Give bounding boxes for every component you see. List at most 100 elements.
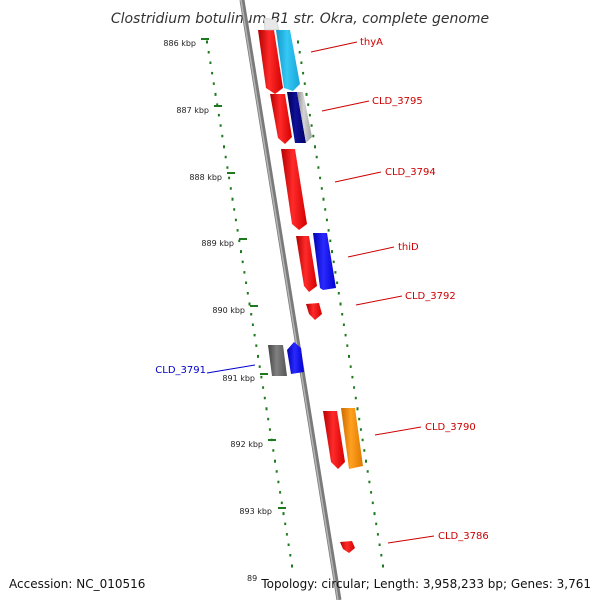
gc-dot: [260, 375, 263, 379]
gc-dot: [336, 281, 339, 284]
gc-dot: [233, 208, 236, 211]
leader-line: [347, 246, 395, 258]
gc-dot: [258, 365, 261, 368]
tick-label: 89: [247, 574, 257, 583]
gc-dot: [221, 134, 224, 138]
gene-label-CLD_3791[interactable]: CLD_3791: [155, 365, 206, 376]
gc-dot: [341, 313, 344, 316]
gc-dot: [371, 501, 374, 505]
gc-dot: [315, 155, 318, 159]
gc-dot: [359, 428, 362, 431]
gene-arrow[interactable]: [296, 236, 317, 292]
gc-dot: [285, 533, 288, 536]
gc-dot: [224, 155, 227, 159]
gene-arrow[interactable]: [276, 30, 300, 91]
gene-arrow[interactable]: [313, 233, 336, 290]
gc-dot: [320, 187, 323, 190]
gc-dot: [361, 438, 364, 442]
gc-dot: [206, 40, 208, 44]
gc-dot: [257, 354, 259, 358]
gc-dot: [211, 71, 214, 75]
gene-arrow[interactable]: [258, 30, 283, 94]
gene-arrow[interactable]: [297, 92, 312, 143]
gc-dot: [291, 564, 293, 568]
gc-dot: [228, 176, 231, 180]
topology-label: Topology: circular; Length: 3,958,233 bp…: [261, 577, 591, 591]
gene-arrow[interactable]: [287, 92, 306, 143]
gc-dot: [277, 480, 280, 484]
gene-label-CLD_3794[interactable]: CLD_3794: [385, 167, 436, 178]
gc-dot: [314, 145, 316, 149]
gc-dot: [344, 333, 347, 337]
gene-label-CLD_3790[interactable]: CLD_3790: [425, 422, 476, 433]
gene-label-thyA[interactable]: thyA: [360, 37, 383, 48]
genome-backbone: [239, 0, 342, 600]
leader-line: [374, 426, 422, 436]
tick-label: 889 kbp: [201, 239, 234, 248]
gc-dot: [267, 417, 270, 421]
gc-dot: [226, 166, 229, 169]
gene-label-leaders: [206, 41, 435, 544]
gc-dot: [234, 218, 237, 222]
gene-arrow[interactable]: [340, 541, 355, 553]
gc-dot: [332, 260, 335, 264]
gc-dot: [212, 82, 215, 85]
gc-track-right: [297, 40, 384, 568]
gc-dot: [214, 92, 217, 96]
gc-dot: [334, 271, 337, 274]
gene-arrow[interactable]: [287, 342, 304, 374]
gene-arrow[interactable]: [270, 94, 292, 144]
gc-dot: [351, 375, 354, 379]
tick-label: 886 kbp: [163, 39, 196, 48]
leader-line: [206, 364, 256, 374]
gc-dot: [217, 113, 220, 117]
gc-dot: [209, 61, 212, 64]
gene-label-CLD_3786[interactable]: CLD_3786: [438, 531, 489, 542]
coordinate-ticks: 886 kbp 887 kbp 888 kbp 889 kbp 890 kbp …: [163, 38, 286, 583]
gene-labels: thyA CLD_3795 CLD_3794 thiD CLD_3792 CLD…: [155, 37, 488, 542]
gc-dot: [380, 554, 383, 557]
gc-dot: [331, 250, 333, 254]
gc-dot: [329, 239, 332, 243]
map-title: Clostridium botulinum B1 str. Okra, comp…: [111, 11, 489, 27]
gc-dot: [324, 208, 327, 211]
gene-label-thiD[interactable]: thiD: [398, 242, 419, 253]
gc-dot: [241, 260, 244, 264]
gc-dot: [272, 449, 275, 452]
gc-dot: [246, 292, 249, 295]
gc-dot: [279, 491, 282, 494]
gene-arrow[interactable]: [306, 303, 322, 320]
gc-dot: [305, 92, 308, 96]
gc-dot: [308, 113, 311, 117]
tick-label: 891 kbp: [222, 374, 255, 383]
gc-dot: [348, 354, 350, 358]
gene-arrow[interactable]: [341, 408, 363, 469]
gc-dot: [373, 512, 376, 516]
gc-dot: [207, 51, 210, 54]
accession-label: Accession: NC_010516: [9, 577, 146, 591]
gene-label-CLD_3795[interactable]: CLD_3795: [372, 96, 423, 107]
gc-dot: [363, 449, 366, 452]
gc-dot: [346, 344, 349, 347]
tick-label: 890 kbp: [212, 306, 245, 315]
gc-dot: [223, 145, 225, 149]
gene-label-CLD_3792[interactable]: CLD_3792: [405, 291, 456, 302]
gene-arrow[interactable]: [268, 345, 287, 376]
gc-dot: [322, 197, 325, 201]
gc-dot: [365, 459, 367, 463]
gc-dot: [353, 386, 356, 389]
gc-dot: [349, 365, 352, 368]
gc-dot: [378, 543, 381, 546]
gc-dot: [216, 103, 219, 106]
gc-dot: [219, 124, 222, 127]
gc-dot: [268, 428, 271, 431]
gene-arrow[interactable]: [323, 411, 345, 469]
gc-dot: [274, 459, 276, 463]
leader-line: [310, 41, 358, 53]
gc-dot: [339, 302, 342, 306]
leader-line: [321, 100, 370, 112]
gene-arrow[interactable]: [281, 149, 307, 230]
gc-dot: [382, 564, 384, 568]
gc-dot: [300, 61, 303, 64]
